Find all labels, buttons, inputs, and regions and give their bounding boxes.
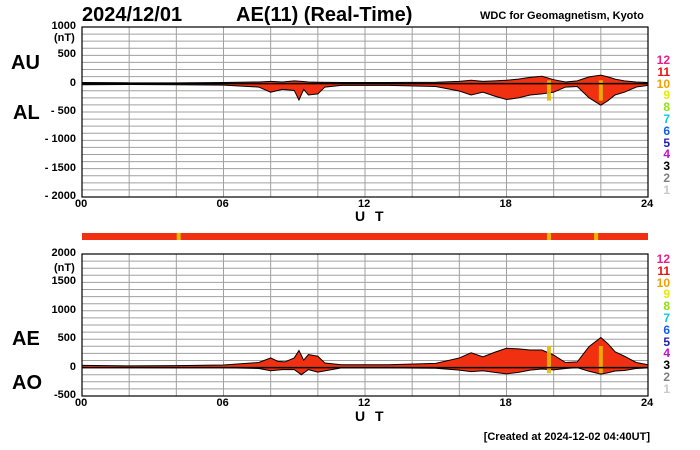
legend-item-5: 5 [663, 334, 670, 349]
legend-item-11: 11 [657, 263, 670, 278]
y-tick-label: 0 [69, 76, 76, 89]
y-tick-label: - 500 [50, 105, 76, 117]
plot-frame [81, 26, 649, 198]
legend-item-9: 9 [663, 88, 670, 103]
x-tick-label: 18 [499, 198, 512, 210]
station-marker [546, 346, 551, 374]
legend-item-3: 3 [663, 159, 670, 174]
status-bar-marker [546, 233, 551, 240]
plot-title: AE(11) (Real-Time) [236, 4, 413, 26]
status-bar [82, 233, 648, 240]
au-al-x-label: U T [355, 208, 387, 224]
y-tick-label: 1500 [51, 275, 76, 288]
au-series-line [81, 74, 649, 84]
x-tick-label: 12 [358, 397, 371, 409]
legend-item-10: 10 [656, 275, 670, 290]
au-al-unit: (nT) [54, 32, 75, 44]
status-bar-marker [594, 233, 599, 240]
legend-item-12: 12 [656, 252, 670, 266]
legend-item-2: 2 [663, 370, 670, 384]
data-source: WDC for Geomagnetism, Kyoto [480, 10, 644, 22]
ae-ao-frame [81, 253, 649, 397]
legend-item-5: 5 [663, 135, 670, 150]
ae-series-line [81, 336, 649, 367]
legend-item-7: 7 [663, 311, 670, 325]
y-tick-label: 2000 [51, 247, 76, 259]
legend-item-8: 8 [663, 299, 670, 314]
legend-item-9: 9 [663, 287, 670, 302]
legend-item-6: 6 [663, 322, 670, 337]
y-tick-label: 500 [57, 48, 76, 61]
legend-item-11: 11 [657, 64, 670, 79]
status-bar-marker [176, 233, 181, 240]
plot-date: 2024/12/01 [82, 4, 183, 26]
legend-item-10: 10 [656, 76, 670, 91]
legend-item-8: 8 [663, 100, 670, 115]
y-tick-label: 1000 [51, 20, 76, 32]
au-al-grid [82, 27, 648, 197]
au-al-frame [81, 26, 649, 198]
legend-item-1: 1 [663, 381, 670, 396]
x-tick-label: 24 [641, 397, 654, 409]
station-marker [546, 80, 551, 101]
ae-ao-x-label: U T [355, 408, 387, 424]
y-tick-label: 1000 [51, 303, 76, 316]
legend-item-12: 12 [656, 53, 670, 67]
y-tick-label: 0 [69, 360, 76, 373]
legend-item-2: 2 [663, 171, 670, 185]
x-tick-label: 06 [216, 397, 229, 409]
ae-ao-unit: (nT) [54, 262, 75, 274]
station-marker [598, 346, 603, 374]
y-tick-label: - 2000 [44, 190, 76, 202]
al-label: AL [13, 102, 40, 124]
station-marker [598, 80, 603, 101]
legend-item-4: 4 [663, 346, 670, 361]
legend-item-3: 3 [663, 358, 670, 373]
x-tick-label: 06 [216, 198, 229, 210]
x-tick-label: 18 [499, 397, 512, 409]
legend-item-1: 1 [663, 182, 670, 197]
y-tick-label: - 1000 [44, 133, 76, 146]
au-label: AU [11, 52, 40, 74]
x-tick-label: 24 [641, 198, 654, 210]
plot-frame [81, 253, 649, 397]
legend-item-7: 7 [663, 112, 670, 126]
x-tick-label: 12 [358, 198, 371, 210]
ae-ao-grid [82, 254, 648, 396]
ao-label: AO [12, 372, 42, 394]
au-al-area [81, 74, 649, 106]
legend-item-4: 4 [663, 147, 670, 162]
ao-series-line [82, 367, 649, 376]
ae-ao-area [81, 336, 649, 376]
legend-item-6: 6 [663, 123, 670, 138]
y-tick-label: -500 [53, 389, 76, 401]
y-tick-label: - 1500 [44, 161, 76, 174]
ae-label: AE [12, 328, 40, 350]
al-series-line [81, 84, 649, 106]
created-timestamp: [Created at 2024-12-02 04:40UT] [483, 431, 650, 443]
x-tick-label: 00 [75, 198, 88, 210]
y-tick-label: 500 [57, 332, 76, 345]
x-tick-label: 00 [75, 397, 88, 409]
status-bar-fill [82, 233, 648, 240]
